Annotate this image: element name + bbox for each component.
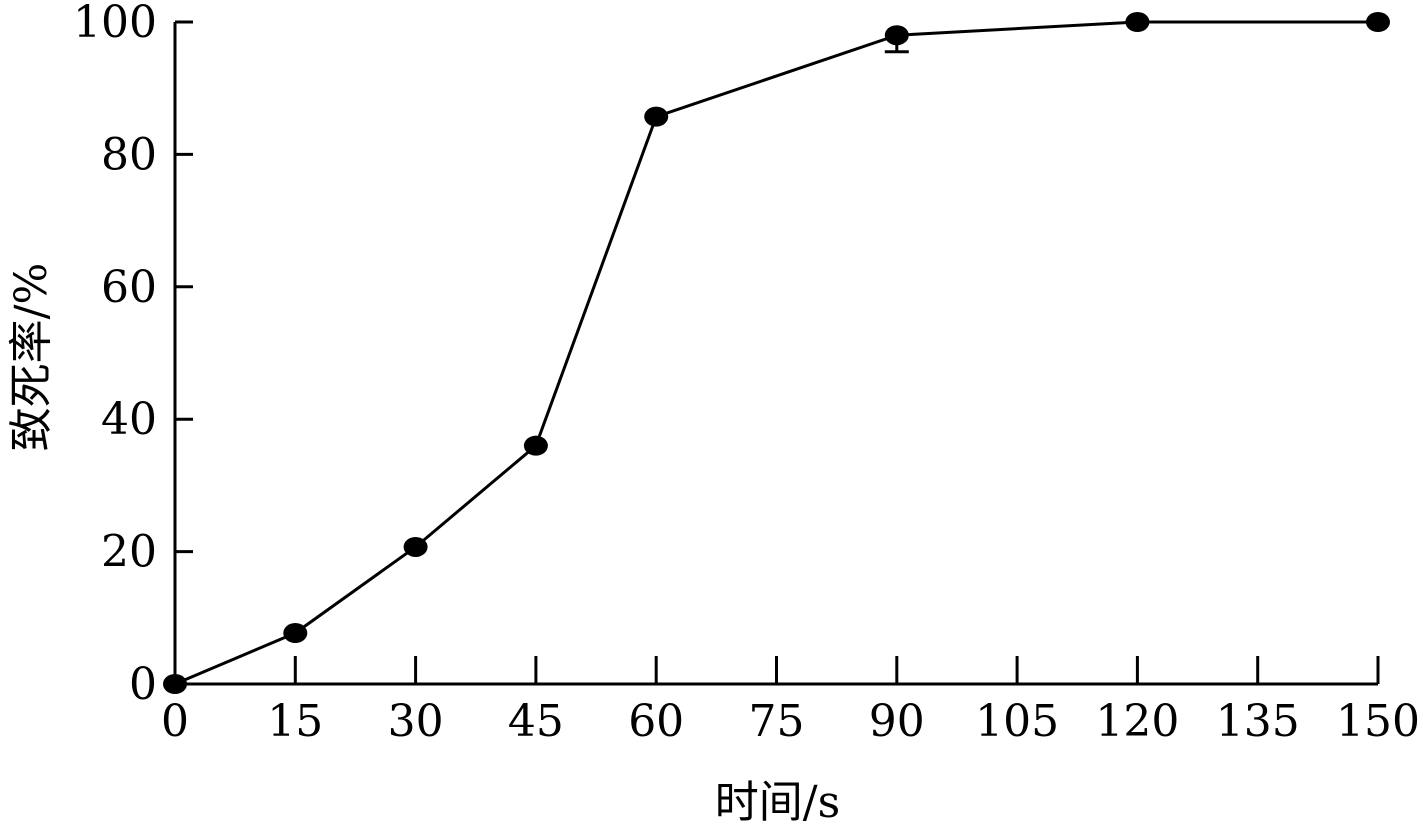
data-point [163,674,187,694]
data-point [644,106,669,127]
y-tick-label: 0 [129,659,157,710]
x-ticks: 0 15 30 45 60 75 90 105 120 135 150 [161,656,1420,747]
x-tick-label: 150 [1336,696,1420,747]
data-point [1125,12,1150,32]
x-tick-label: 90 [869,696,925,747]
x-axis-title: 时间/s [715,777,840,826]
data-point [403,536,428,557]
y-axis-title: 致死率/% [6,263,57,452]
data-point [884,25,909,46]
y-tick-label: 100 [73,0,157,48]
x-tick-label: 30 [388,696,444,747]
data-point [523,435,548,456]
x-tick-label: 0 [161,696,189,747]
x-tick-label: 135 [1216,696,1300,747]
y-ticks: 0 20 40 60 80 100 [73,0,193,710]
x-tick-label: 15 [267,696,323,747]
y-tick-label: 20 [101,527,157,578]
data-point [1366,12,1390,32]
x-tick-label: 120 [1095,696,1179,747]
x-tick-label: 75 [749,696,805,747]
data-point [283,623,308,644]
x-tick-label: 105 [975,696,1059,747]
y-tick-label: 40 [101,394,157,445]
x-tick-label: 60 [628,696,684,747]
y-tick-label: 60 [101,262,157,313]
y-tick-label: 80 [101,129,157,180]
x-tick-label: 45 [508,696,564,747]
series-layer [163,12,1390,694]
series-line [174,20,1378,686]
